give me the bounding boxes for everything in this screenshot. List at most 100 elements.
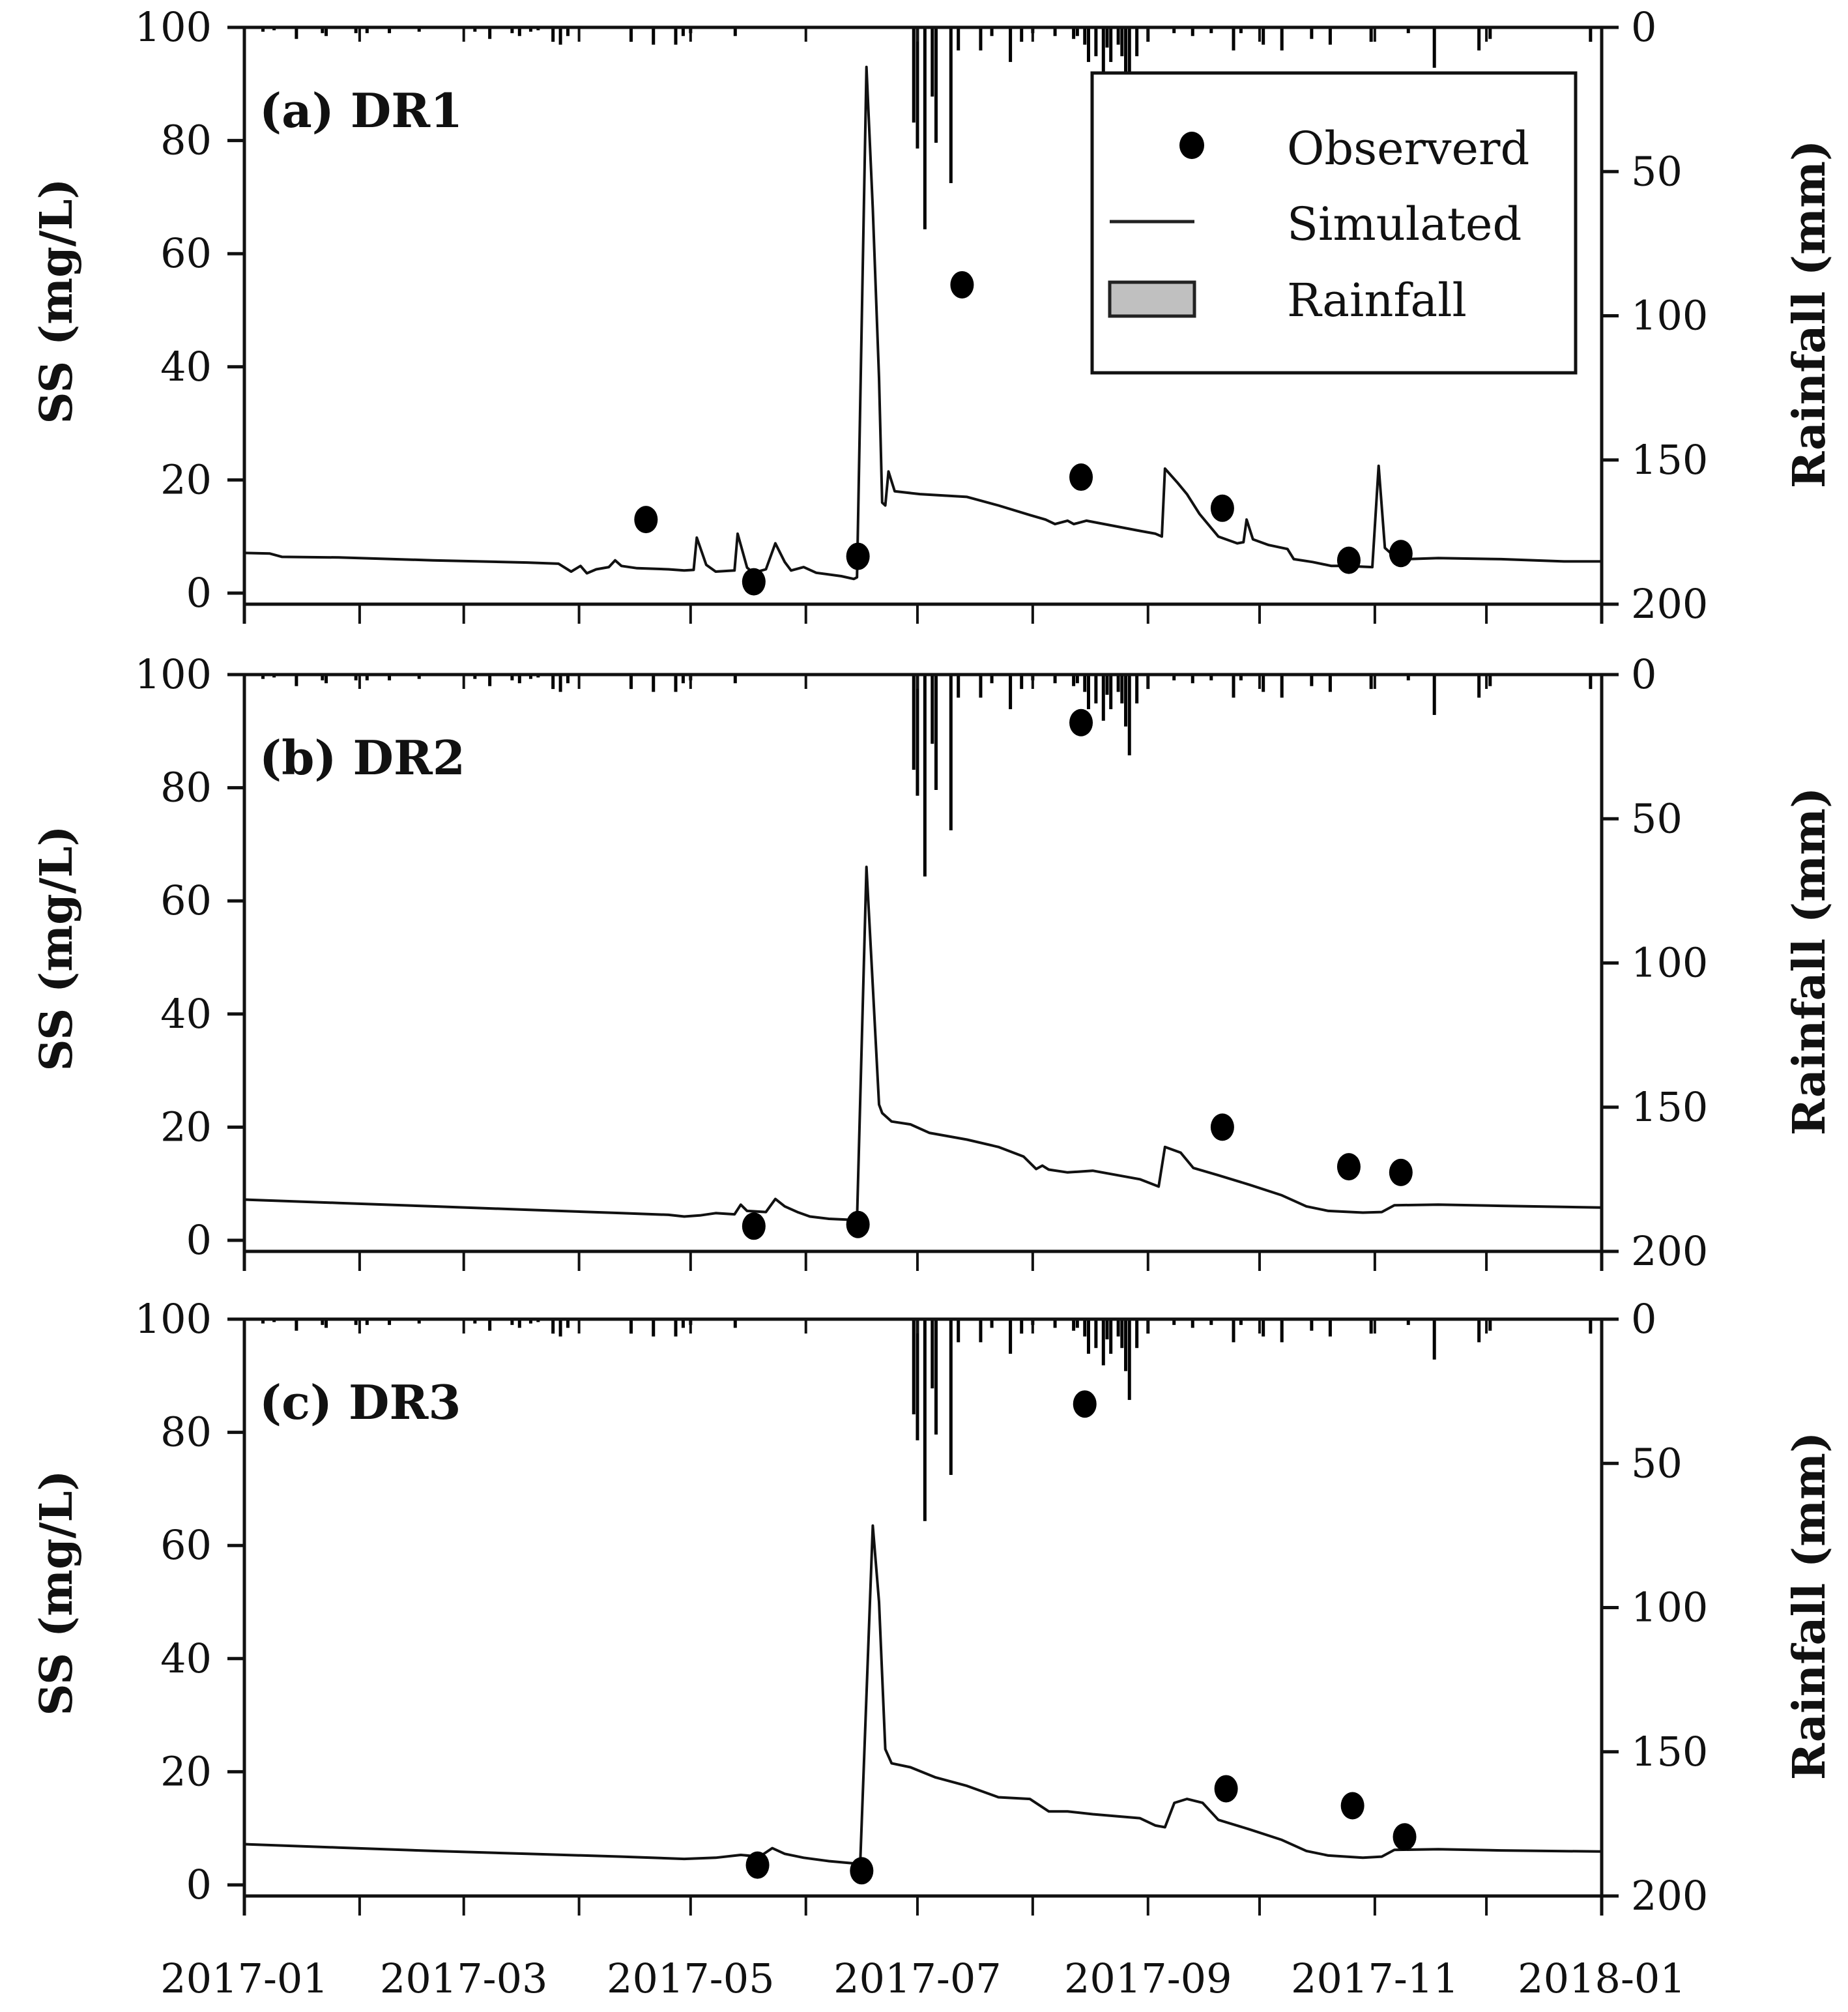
rainfall-bar (261, 675, 265, 679)
rainfall-bar (1488, 27, 1492, 39)
observed-point (846, 542, 870, 570)
rainfall-bar (1105, 1319, 1109, 1339)
rainfall-bar (1127, 675, 1131, 755)
rainfall-bar (1209, 1319, 1213, 1325)
rainfall-bar (1101, 27, 1105, 74)
y-right-tick-label: 100 (1631, 1584, 1708, 1631)
rainfall-bar (1172, 675, 1176, 680)
legend-observed-symbol (1179, 132, 1204, 159)
rainfall-bar (510, 27, 514, 33)
rainfall-bar (1172, 1319, 1176, 1325)
y-left-tick-label: 0 (186, 569, 212, 617)
y-right-tick-label: 100 (1631, 292, 1708, 340)
rainfall-bar (674, 1319, 678, 1337)
rainfall-bar (1075, 27, 1079, 36)
y-left-tick-label: 20 (160, 1103, 212, 1150)
rainfall-bar (934, 675, 938, 790)
observed-point (742, 1212, 766, 1240)
y-right-axis-title: Rainfall (mm) (1783, 1432, 1836, 1780)
observed-point (1389, 1158, 1413, 1186)
rainfall-bar (517, 1319, 521, 1328)
x-tick-label: 2017-03 (380, 1955, 548, 2002)
y-left-tick-label: 100 (135, 3, 212, 51)
rainfall-bar (1101, 1319, 1105, 1365)
observed-point (1069, 463, 1093, 491)
rainfall-bar (295, 675, 298, 686)
rainfall-bar (261, 1319, 265, 1324)
rainfall-bar (1105, 27, 1109, 48)
y-left-tick-label: 60 (160, 877, 212, 924)
rainfall-bar (1310, 1319, 1314, 1331)
rainfall-bar (1127, 27, 1131, 108)
rainfall-bar (1280, 27, 1284, 51)
legend-rainfall-symbol (1108, 280, 1196, 318)
rainfall-bar (510, 1319, 514, 1325)
rainfall-bar (325, 1319, 328, 1328)
rainfall-bar (388, 675, 392, 680)
rainfall-bar (681, 27, 685, 36)
rainfall-bar (1135, 1319, 1139, 1349)
simulated-line (244, 1524, 1602, 1865)
legend-observed-label: Observerd (1287, 122, 1529, 175)
y-right-tick-label: 200 (1631, 1872, 1708, 1919)
rainfall-bar (1432, 1319, 1436, 1360)
rainfall-bar (733, 1319, 737, 1328)
rainfall-bar (1369, 1319, 1373, 1334)
rainfall-bar (488, 27, 492, 39)
y-right-tick-label: 50 (1631, 147, 1682, 195)
panel-label: (c) DR3 (259, 1375, 461, 1430)
rainfall-bar (1369, 27, 1373, 42)
observed-point (1336, 546, 1361, 574)
rainfall-bar (629, 27, 633, 42)
rainfall-bar (325, 27, 328, 36)
y-right-tick-label: 0 (1631, 1295, 1656, 1343)
rainfall-bar (1172, 27, 1176, 33)
rainfall-bar (1086, 27, 1090, 63)
rainfall-bar (1020, 27, 1024, 42)
rainfall-bar (1280, 1319, 1284, 1343)
rainfall-bar (1075, 1319, 1079, 1328)
rainfall-bar (934, 27, 938, 143)
rainfall-bar (1135, 675, 1139, 704)
rainfall-bar (1589, 675, 1593, 690)
observed-point (850, 1857, 874, 1885)
rainfall-bar (417, 675, 421, 679)
rainfall-bar (1209, 27, 1213, 33)
rainfall-bar (1589, 27, 1593, 42)
rainfall-bar (652, 1319, 656, 1337)
rainfall-bar (1127, 1319, 1131, 1400)
rainfall-bar (1009, 1319, 1013, 1354)
rainfall-bar (934, 1319, 938, 1435)
rainfall-bar (528, 27, 532, 32)
rainfall-bar (912, 1319, 916, 1415)
rainfall-bar (1477, 1319, 1481, 1343)
rainfall-bar (1328, 675, 1332, 692)
rainfall-bar (488, 1319, 492, 1331)
y-right-tick-label: 150 (1631, 1728, 1708, 1775)
rainfall-bar (1488, 1319, 1492, 1331)
rainfall-bar (517, 27, 521, 36)
x-tick-label: 2017-09 (1064, 1955, 1232, 2002)
observed-point (1069, 708, 1093, 736)
rainfall-bar (1053, 675, 1057, 684)
rainfall-bar (1262, 1319, 1265, 1337)
rainfall-bar (1109, 1319, 1113, 1354)
y-right-tick-label: 0 (1631, 3, 1656, 51)
y-left-tick-label: 80 (160, 117, 212, 164)
rainfall-bar (1072, 1319, 1076, 1331)
observed-point (1340, 1792, 1364, 1820)
rainfall-bar (957, 1319, 960, 1343)
rainfall-bar (912, 675, 916, 770)
y-left-tick-label: 0 (186, 1216, 212, 1264)
y-left-tick-label: 80 (160, 764, 212, 811)
observed-point (1389, 540, 1413, 568)
rainfall-bar (949, 1319, 953, 1475)
rainfall-bar (517, 675, 521, 684)
rainfall-bar (681, 1319, 685, 1328)
rainfall-bar (1191, 27, 1194, 36)
rainfall-bar (949, 27, 953, 183)
rainfall-bar (1053, 27, 1057, 36)
rainfall-bar (1075, 675, 1079, 684)
rainfall-bar (365, 1319, 369, 1325)
rainfall-bar (1232, 675, 1235, 698)
